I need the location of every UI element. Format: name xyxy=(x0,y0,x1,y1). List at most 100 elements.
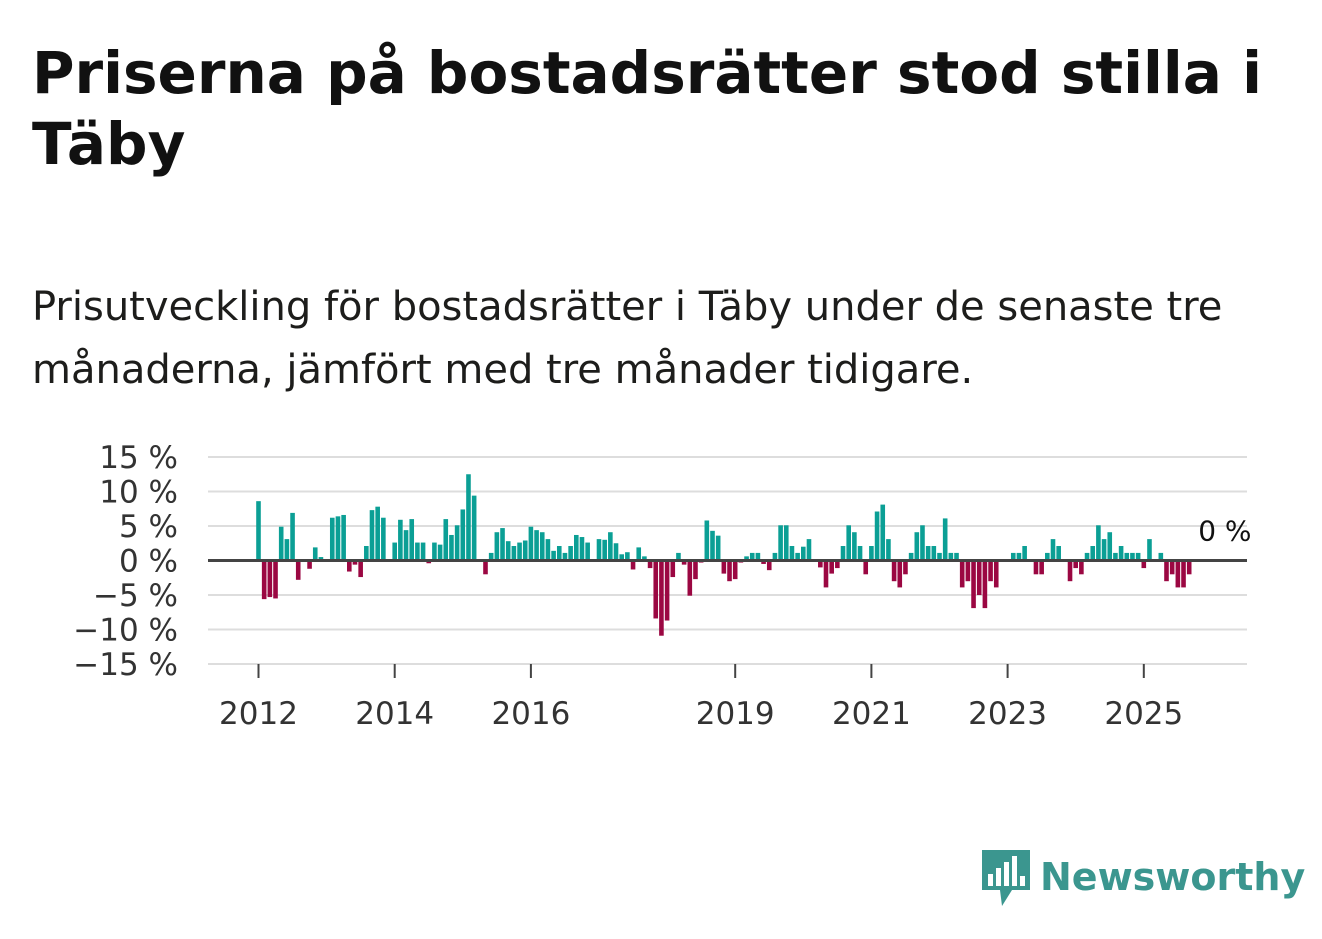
bar xyxy=(392,542,397,561)
x-tick-label: 2021 xyxy=(832,696,911,732)
x-axis-ticks: 2012 2014 2016 2019 2021 2023 2025 xyxy=(219,664,1183,732)
bar xyxy=(653,560,659,619)
bar xyxy=(863,560,869,575)
bar xyxy=(1079,560,1084,575)
bar xyxy=(982,560,988,609)
bar xyxy=(976,560,982,595)
bar xyxy=(761,560,766,564)
bar xyxy=(630,560,636,570)
bar xyxy=(290,512,295,561)
bar xyxy=(829,560,834,574)
bar xyxy=(375,506,380,561)
bar xyxy=(874,511,880,561)
y-tick-label: −10 % xyxy=(73,613,178,649)
bar xyxy=(676,552,681,561)
bar xyxy=(398,519,403,561)
bar xyxy=(1107,532,1113,561)
bar xyxy=(897,560,903,588)
bar xyxy=(267,560,273,598)
bar xyxy=(585,542,590,561)
bar xyxy=(545,539,551,561)
bar xyxy=(329,517,335,561)
bar xyxy=(539,532,545,561)
bar xyxy=(1118,546,1124,561)
x-tick-label: 2012 xyxy=(219,696,298,732)
bar xyxy=(783,525,789,561)
bar xyxy=(522,540,528,561)
bar xyxy=(602,539,607,561)
bar xyxy=(432,542,437,561)
bar xyxy=(1113,552,1118,561)
bar xyxy=(937,552,942,561)
bar xyxy=(1033,560,1039,575)
bar xyxy=(835,560,840,569)
bar xyxy=(801,546,806,561)
bar xyxy=(778,525,783,561)
y-tick-label: 15 % xyxy=(99,440,178,476)
bar xyxy=(517,542,522,561)
bar xyxy=(965,560,971,582)
bar xyxy=(852,532,857,561)
bar xyxy=(727,560,732,582)
bar xyxy=(312,547,318,561)
bars xyxy=(256,474,1192,636)
bar xyxy=(920,525,925,561)
bar xyxy=(1124,552,1130,561)
bar xyxy=(1084,552,1090,561)
bar xyxy=(954,552,959,561)
bar xyxy=(693,560,698,580)
y-tick-label: 0 % xyxy=(119,544,178,580)
bar xyxy=(766,560,772,571)
bar xyxy=(1050,539,1056,561)
bar xyxy=(341,514,346,561)
chart-title: Priserna på bostadsrätter stod stilla i … xyxy=(32,39,1262,178)
bar xyxy=(1056,546,1061,561)
y-tick-label: −5 % xyxy=(93,578,178,614)
bar xyxy=(1022,546,1027,561)
bar xyxy=(1067,560,1073,582)
bar xyxy=(256,501,261,561)
bar xyxy=(568,546,573,561)
last-value-label: 0 % xyxy=(1198,515,1251,548)
bar xyxy=(551,550,556,561)
newsworthy-logo: Newsworthy xyxy=(980,846,1305,908)
bar xyxy=(1130,552,1135,561)
bar xyxy=(710,530,715,561)
chart-subtitle: Prisutveckling för bostadsrätter i Täby … xyxy=(32,284,1223,393)
bar xyxy=(840,546,846,561)
bar xyxy=(880,504,886,561)
bar xyxy=(857,546,863,561)
bar xyxy=(381,517,386,561)
bar xyxy=(273,560,278,599)
bar xyxy=(846,525,851,561)
bar xyxy=(511,546,517,561)
bar xyxy=(1175,560,1181,588)
bar xyxy=(948,552,954,561)
bar xyxy=(664,560,670,621)
bar xyxy=(908,552,914,561)
bar xyxy=(942,518,948,561)
bar xyxy=(1045,552,1050,561)
x-tick-label: 2019 xyxy=(696,696,775,732)
bar xyxy=(443,519,449,561)
bar xyxy=(1158,552,1164,561)
bar xyxy=(437,544,443,561)
bar xyxy=(869,546,874,561)
bar xyxy=(562,552,568,561)
bar xyxy=(818,560,823,568)
bar xyxy=(1090,546,1096,561)
bar xyxy=(749,552,755,561)
bar xyxy=(1164,560,1169,582)
y-axis-ticks: 15 %10 %5 %0 %−5 %−10 %−15 % xyxy=(73,440,178,683)
bar xyxy=(993,560,999,588)
bar xyxy=(715,535,721,561)
bar xyxy=(891,560,897,582)
bar xyxy=(534,530,539,561)
newsworthy-logo-icon xyxy=(982,850,1030,906)
bar xyxy=(556,546,562,561)
bar xyxy=(505,541,511,561)
bar xyxy=(579,537,585,561)
bar xyxy=(755,552,761,561)
bar xyxy=(636,547,642,561)
bar xyxy=(307,560,312,569)
